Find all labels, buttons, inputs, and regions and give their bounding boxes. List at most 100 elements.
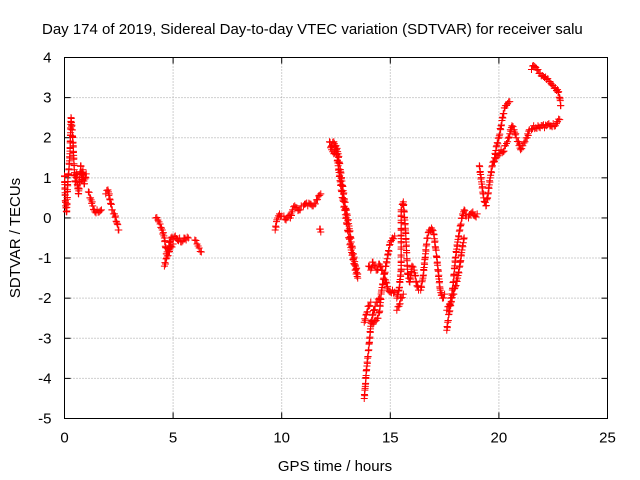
data-point	[158, 224, 166, 232]
data-point	[505, 133, 513, 141]
data-point	[429, 227, 437, 235]
data-point	[361, 315, 369, 323]
data-point	[165, 247, 173, 255]
data-point	[509, 123, 517, 131]
x-axis-label: GPS time / hours	[278, 458, 392, 475]
data-point	[287, 211, 295, 219]
data-point	[361, 316, 369, 324]
data-point	[450, 290, 458, 298]
data-point	[353, 268, 361, 276]
data-point	[512, 134, 520, 142]
data-point	[169, 240, 177, 248]
data-point	[452, 281, 460, 289]
data-point	[165, 248, 173, 256]
data-point	[491, 158, 499, 166]
data-point	[164, 252, 172, 260]
data-point	[472, 213, 480, 221]
data-point	[311, 200, 319, 208]
data-point	[362, 311, 370, 319]
data-point	[399, 200, 407, 208]
data-point	[424, 234, 432, 242]
data-point	[507, 127, 515, 135]
data-point	[473, 210, 481, 218]
data-point	[503, 140, 511, 148]
data-point	[512, 130, 520, 138]
y-tick-label: 3	[43, 90, 51, 107]
data-point	[363, 308, 371, 316]
data-point	[393, 306, 401, 314]
data-point	[338, 188, 346, 196]
data-point	[411, 271, 419, 279]
data-point	[296, 206, 304, 214]
data-point	[506, 98, 514, 106]
data-point	[446, 300, 454, 308]
data-point	[376, 262, 384, 270]
data-point	[448, 294, 456, 302]
data-point	[460, 206, 468, 214]
data-point	[380, 270, 388, 278]
data-point	[384, 283, 392, 291]
data-point	[369, 310, 377, 318]
data-point	[178, 238, 186, 246]
data-point	[364, 353, 372, 361]
data-point	[555, 88, 563, 96]
data-markers	[61, 62, 565, 402]
data-point	[317, 228, 325, 236]
data-point	[488, 162, 496, 170]
y-tick-label: -2	[38, 290, 51, 307]
data-point	[156, 220, 164, 228]
data-point	[96, 207, 104, 215]
y-tick-labels: -5 -4 -3 -2 -1 0 1 2 3 4	[38, 50, 51, 428]
data-point	[394, 287, 402, 295]
data-point	[159, 229, 167, 237]
y-tick-label: 0	[43, 210, 51, 227]
data-point	[195, 244, 203, 252]
y-tick-label: 4	[43, 50, 51, 67]
data-point	[499, 148, 507, 156]
grid-lines	[64, 57, 608, 419]
data-point	[517, 146, 525, 154]
data-point	[369, 258, 377, 266]
data-point	[103, 186, 111, 194]
data-point	[447, 294, 455, 302]
data-point	[534, 66, 542, 74]
data-point	[314, 196, 322, 204]
data-point	[461, 207, 469, 215]
y-tick-label: 2	[43, 130, 51, 147]
data-point	[527, 126, 535, 134]
data-point	[82, 170, 90, 178]
data-point	[500, 110, 508, 118]
y-tick-label: 1	[43, 170, 51, 187]
data-point	[504, 138, 512, 146]
data-point	[77, 162, 85, 170]
data-point	[423, 240, 431, 248]
y-tick-label: -1	[38, 250, 51, 267]
data-point	[382, 278, 390, 286]
data-point	[112, 212, 120, 220]
data-point	[370, 306, 378, 314]
data-point	[520, 139, 528, 147]
data-point	[84, 188, 92, 196]
data-point	[413, 282, 421, 290]
data-point	[331, 142, 339, 150]
data-point	[371, 306, 379, 314]
data-point	[500, 147, 508, 155]
data-point	[508, 122, 516, 130]
chart-title: Day 174 of 2019, Sidereal Day-to-day VTE…	[42, 21, 583, 38]
data-point	[111, 213, 119, 221]
data-point	[494, 140, 502, 148]
data-point	[317, 190, 325, 198]
data-point	[115, 226, 123, 234]
data-point	[183, 233, 191, 241]
data-point	[353, 272, 361, 280]
data-point	[161, 260, 169, 268]
data-point	[374, 314, 382, 322]
data-point	[557, 102, 565, 110]
data-point	[518, 145, 526, 153]
data-point	[555, 115, 563, 123]
data-point	[88, 198, 96, 206]
data-point	[316, 225, 324, 233]
data-point	[493, 139, 501, 147]
data-point	[184, 234, 192, 242]
